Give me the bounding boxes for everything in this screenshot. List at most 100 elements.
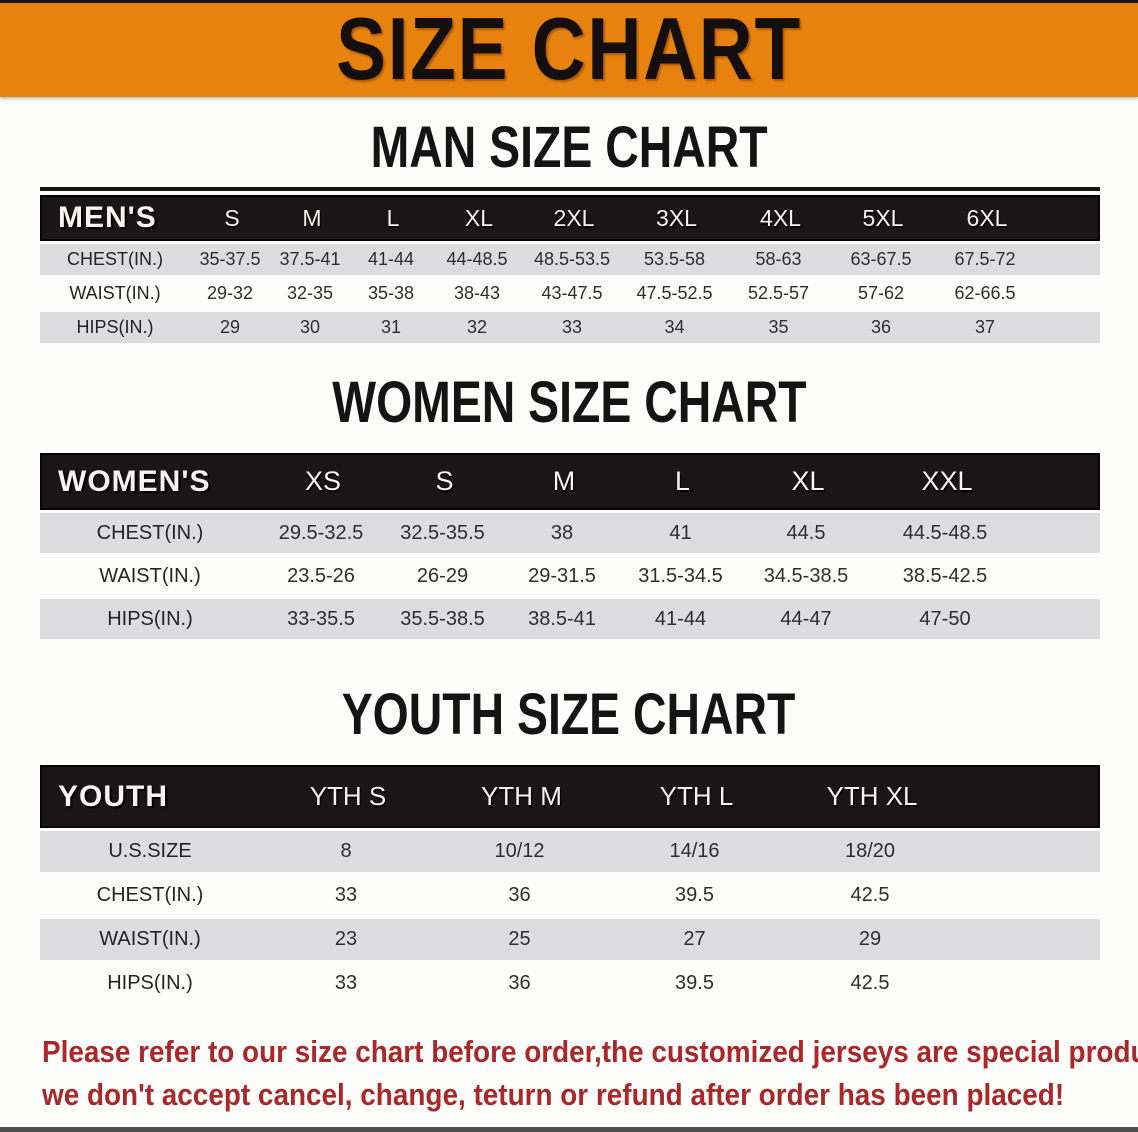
size-cell: 47-50 — [919, 607, 971, 630]
youth-col-s: YTH S — [309, 781, 387, 811]
footer-note-line2: we don't accept cancel, change, teturn o… — [42, 1077, 1065, 1112]
size-cell: 30 — [299, 317, 321, 337]
row-label: HIPS(IN.) — [107, 972, 193, 994]
size-cell: 43-47.5 — [541, 283, 603, 303]
man-section-heading: MAN SIZE CHART — [0, 119, 1138, 177]
row-label: WAIST(IN.) — [69, 283, 161, 303]
row-label: HIPS(IN.) — [76, 317, 154, 337]
size-cell: 32 — [466, 317, 488, 337]
mens-col-xl: XL — [464, 204, 494, 231]
size-cell: 44-48.5 — [446, 249, 508, 269]
size-cell: 14/16 — [669, 840, 720, 862]
size-cell: 37.5-41 — [279, 249, 341, 269]
row-label: U.S.SIZE — [108, 840, 192, 862]
size-cell: 35.5-38.5 — [400, 607, 485, 630]
womens-chest-row: CHEST(IN.) 29.5-32.5 32.5-35.5 38 41 44.… — [40, 513, 1100, 553]
size-cell: 42.5 — [850, 972, 890, 994]
youth-col-l: YTH L — [659, 781, 734, 811]
size-cell: 8 — [340, 840, 352, 862]
size-cell: 10/12 — [494, 840, 545, 862]
womens-col-m: M — [552, 466, 576, 496]
size-cell: 29.5-32.5 — [278, 521, 364, 544]
size-cell: 33 — [561, 317, 583, 337]
size-cell: 38 — [550, 521, 574, 544]
row-label: HIPS(IN.) — [107, 607, 193, 630]
mens-col-6xl: 6XL — [966, 204, 1008, 231]
mens-size-table: MEN'S S M L XL 2XL 3XL 4XL 5XL 6XL CHEST… — [40, 187, 1100, 343]
size-cell: 38.5-42.5 — [902, 564, 988, 587]
mens-col-m: M — [302, 204, 322, 231]
youth-waist-row: WAIST(IN.) 23 25 27 29 — [40, 919, 1100, 960]
size-cell: 26-29 — [416, 564, 469, 587]
size-cell: 29 — [219, 317, 241, 337]
womens-col-xs: XS — [304, 466, 342, 496]
size-cell: 36 — [508, 972, 531, 994]
size-cell: 35 — [768, 317, 789, 337]
mens-chest-row: CHEST(IN.) 35-37.5 37.5-41 41-44 44-48.5… — [40, 244, 1100, 275]
mens-col-5xl: 5XL — [862, 204, 904, 231]
womens-waist-row: WAIST(IN.) 23.5-26 26-29 29-31.5 31.5-34… — [40, 556, 1100, 596]
bottom-edge-strip — [0, 1127, 1138, 1132]
row-label: CHEST(IN.) — [67, 249, 163, 269]
size-cell: 31.5-34.5 — [638, 564, 723, 587]
size-cell: 23.5-26 — [287, 564, 355, 587]
womens-col-xl: XL — [791, 466, 825, 496]
footer-note: Please refer to our size chart before or… — [42, 1030, 1138, 1116]
banner-title: SIZE CHART — [336, 0, 802, 98]
size-cell: 23 — [334, 928, 358, 950]
size-cell: 39.5 — [675, 884, 714, 906]
row-label: WAIST(IN.) — [99, 928, 201, 950]
size-cell: 38.5-41 — [528, 607, 596, 630]
row-label: WAIST(IN.) — [99, 564, 201, 587]
youth-ussize-row: U.S.SIZE 8 10/12 14/16 18/20 — [40, 831, 1100, 872]
womens-header-label: WOMEN'S — [58, 464, 211, 498]
mens-col-s: S — [224, 204, 240, 231]
size-cell: 39.5 — [675, 972, 714, 994]
size-cell: 25 — [508, 928, 531, 950]
youth-section-heading: YOUTH SIZE CHART — [0, 686, 1138, 744]
size-cell: 38-43 — [453, 283, 501, 303]
size-cell: 41 — [669, 521, 692, 544]
mens-col-2xl: 2XL — [553, 204, 595, 231]
womens-col-s: S — [435, 466, 454, 496]
size-cell: 35-38 — [367, 283, 415, 303]
size-cell: 33 — [334, 884, 358, 906]
mens-col-3xl: 3XL — [656, 204, 697, 231]
mens-table-top-rule — [40, 187, 1100, 191]
size-cell: 41-44 — [654, 607, 707, 630]
womens-col-xxl: XXL — [921, 466, 973, 496]
size-cell: 52.5-57 — [747, 283, 810, 303]
size-cell: 34.5-38.5 — [763, 564, 849, 587]
size-cell: 44.5-48.5 — [902, 521, 988, 544]
size-cell: 29-32 — [206, 283, 254, 303]
size-cell: 44-47 — [780, 607, 832, 630]
size-cell: 63-67.5 — [850, 249, 912, 269]
womens-hips-row: HIPS(IN.) 33-35.5 35.5-38.5 38.5-41 41-4… — [40, 599, 1100, 639]
womens-table-header-band: WOMEN'S XS S M L XL XXL — [40, 453, 1100, 510]
size-cell: 62-66.5 — [954, 283, 1016, 303]
size-cell: 37 — [974, 317, 996, 337]
youth-header-label: YOUTH — [58, 779, 168, 813]
size-cell: 58-63 — [755, 249, 802, 269]
size-cell: 44.5 — [786, 521, 826, 544]
size-cell: 36 — [870, 317, 892, 337]
youth-table-header-band: YOUTH YTH S YTH M YTH L YTH XL — [40, 765, 1100, 828]
size-cell: 34 — [664, 317, 685, 337]
size-cell: 27 — [683, 928, 706, 950]
size-cell: 33 — [334, 972, 358, 994]
mens-waist-row: WAIST(IN.) 29-32 32-35 35-38 38-43 43-47… — [40, 278, 1100, 309]
size-cell: 35-37.5 — [199, 249, 261, 269]
size-cell: 18/20 — [844, 840, 896, 862]
youth-chest-row: CHEST(IN.) 33 36 39.5 42.5 — [40, 875, 1100, 916]
size-cell: 48.5-53.5 — [533, 249, 611, 269]
row-label: CHEST(IN.) — [96, 884, 204, 906]
size-cell: 31 — [380, 317, 402, 337]
women-heading-text: WOMEN SIZE CHART — [331, 370, 807, 435]
mens-table-header-band: MEN'S S M L XL 2XL 3XL 4XL 5XL 6XL — [40, 195, 1100, 241]
size-cell: 47.5-52.5 — [636, 283, 713, 303]
size-cell: 42.5 — [850, 884, 890, 906]
youth-size-table: YOUTH YTH S YTH M YTH L YTH XL U.S.SIZE … — [40, 765, 1100, 1004]
size-cell: 32.5-35.5 — [400, 521, 485, 544]
size-cell: 29 — [858, 928, 882, 950]
womens-col-l: L — [674, 466, 691, 496]
